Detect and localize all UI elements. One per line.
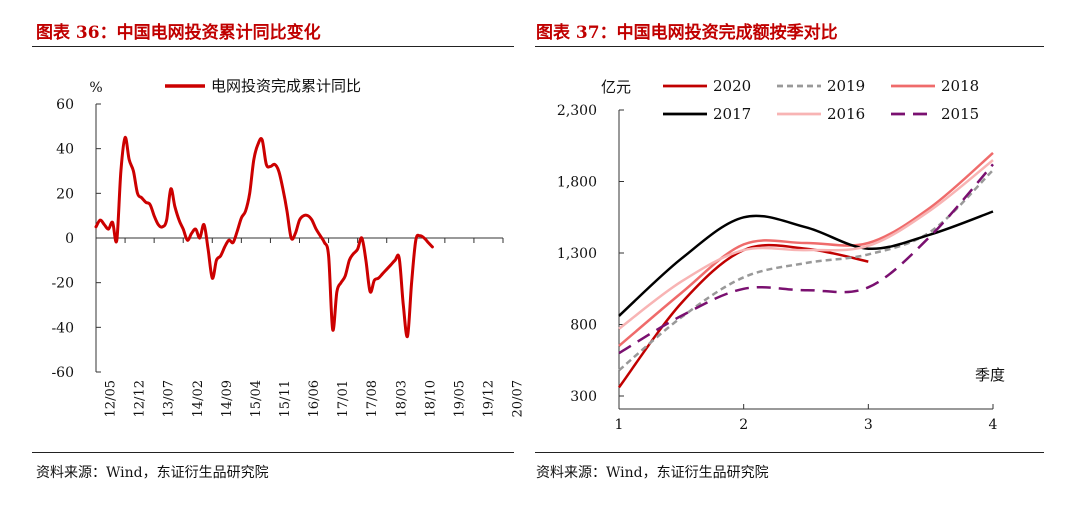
right-series-line [617, 243, 869, 389]
right-y-axis-label: 亿元 [601, 78, 631, 96]
right-y-tick-label: 1,300 [557, 246, 597, 262]
left-x-tick-label: 19/05 [452, 380, 467, 417]
left-y-tick-label: -40 [51, 320, 74, 336]
right-legend-label: 2015 [941, 105, 979, 123]
right-legend-label: 2020 [713, 77, 751, 95]
left-source-note: 资料来源：Wind，东证衍生品研究院 [36, 465, 269, 481]
right-series-line [618, 163, 994, 355]
right-x-tick-label: 3 [864, 417, 873, 433]
left-legend-label: 电网投资完成累计同比 [211, 77, 361, 95]
right-legend-label: 2018 [941, 77, 979, 95]
right-series-line [618, 159, 994, 330]
left-series-line [94, 135, 434, 339]
right-chart-panel: 图表 37：中国电网投资完成额按季对比 2,300 1,800 1,300 800 30… [535, 0, 1070, 518]
left-x-tick-label: 15/04 [249, 380, 264, 417]
right-chart-svg: 2,300 1,800 1,300 800 300 亿元 1 2 3 4 季度 2020 2019 201… [557, 77, 1005, 433]
left-y-unit-label: % [89, 80, 102, 96]
left-x-tick-label: 15/11 [278, 380, 293, 417]
left-x-tick-label: 13/07 [162, 380, 177, 417]
left-x-tick-label: 18/03 [394, 380, 409, 417]
left-source-rule [32, 452, 514, 453]
right-x-tick-label: 1 [615, 417, 624, 433]
left-y-tick-label: 60 [56, 97, 74, 113]
left-chart-panel: 图表 36：中国电网投资累计同比变化 60 40 20 0 -20 -40 -60% 12/0… [32, 23, 526, 481]
left-chart-title: 图表 36：中国电网投资累计同比变化 [36, 23, 321, 43]
left-x-tick-label: 20/07 [511, 380, 526, 417]
right-x-tick-label: 2 [739, 417, 748, 433]
left-y-tick-label: 20 [56, 186, 74, 202]
left-y-tick-label: 0 [65, 231, 74, 247]
left-y-tick-label: 40 [56, 142, 74, 158]
left-y-tick-label: -20 [51, 276, 74, 292]
right-x-tick-label: 4 [989, 417, 998, 433]
left-x-tick-label: 17/08 [365, 380, 380, 417]
left-x-tick-label: 14/02 [191, 380, 206, 417]
left-y-tick-label: -60 [51, 365, 74, 381]
left-x-tick-label: 17/01 [336, 380, 351, 417]
right-y-tick-label: 1,800 [557, 175, 597, 191]
right-source-rule [535, 452, 1044, 453]
right-series-line [618, 169, 994, 372]
right-y-tick-label: 800 [570, 318, 597, 334]
right-title-rule [535, 46, 1044, 47]
left-x-tick-label: 19/12 [481, 380, 496, 417]
right-legend-label: 2016 [827, 105, 865, 123]
left-chart-svg: 60 40 20 0 -20 -40 -60% 12/05 12/12 13/07 14/02 14/… [51, 77, 526, 417]
right-source-note: 资料来源：Wind，东证衍生品研究院 [536, 465, 769, 481]
right-series-line [618, 210, 994, 317]
left-x-tick-label: 14/09 [220, 380, 235, 417]
right-legend-label: 2017 [713, 105, 751, 123]
left-x-tick-label: 12/05 [104, 380, 119, 417]
left-title-rule [32, 46, 514, 47]
right-y-tick-label: 2,300 [557, 103, 597, 119]
right-x-axis-label: 季度 [975, 366, 1005, 384]
left-x-tick-label: 18/10 [423, 380, 438, 417]
left-x-tick-label: 12/12 [133, 380, 148, 417]
right-chart-title: 图表 37：中国电网投资完成额按季对比 [536, 23, 838, 43]
left-x-tick-label: 16/06 [307, 380, 322, 417]
right-series-line [618, 151, 994, 347]
right-y-tick-label: 300 [570, 389, 597, 405]
right-legend-label: 2019 [827, 77, 865, 95]
